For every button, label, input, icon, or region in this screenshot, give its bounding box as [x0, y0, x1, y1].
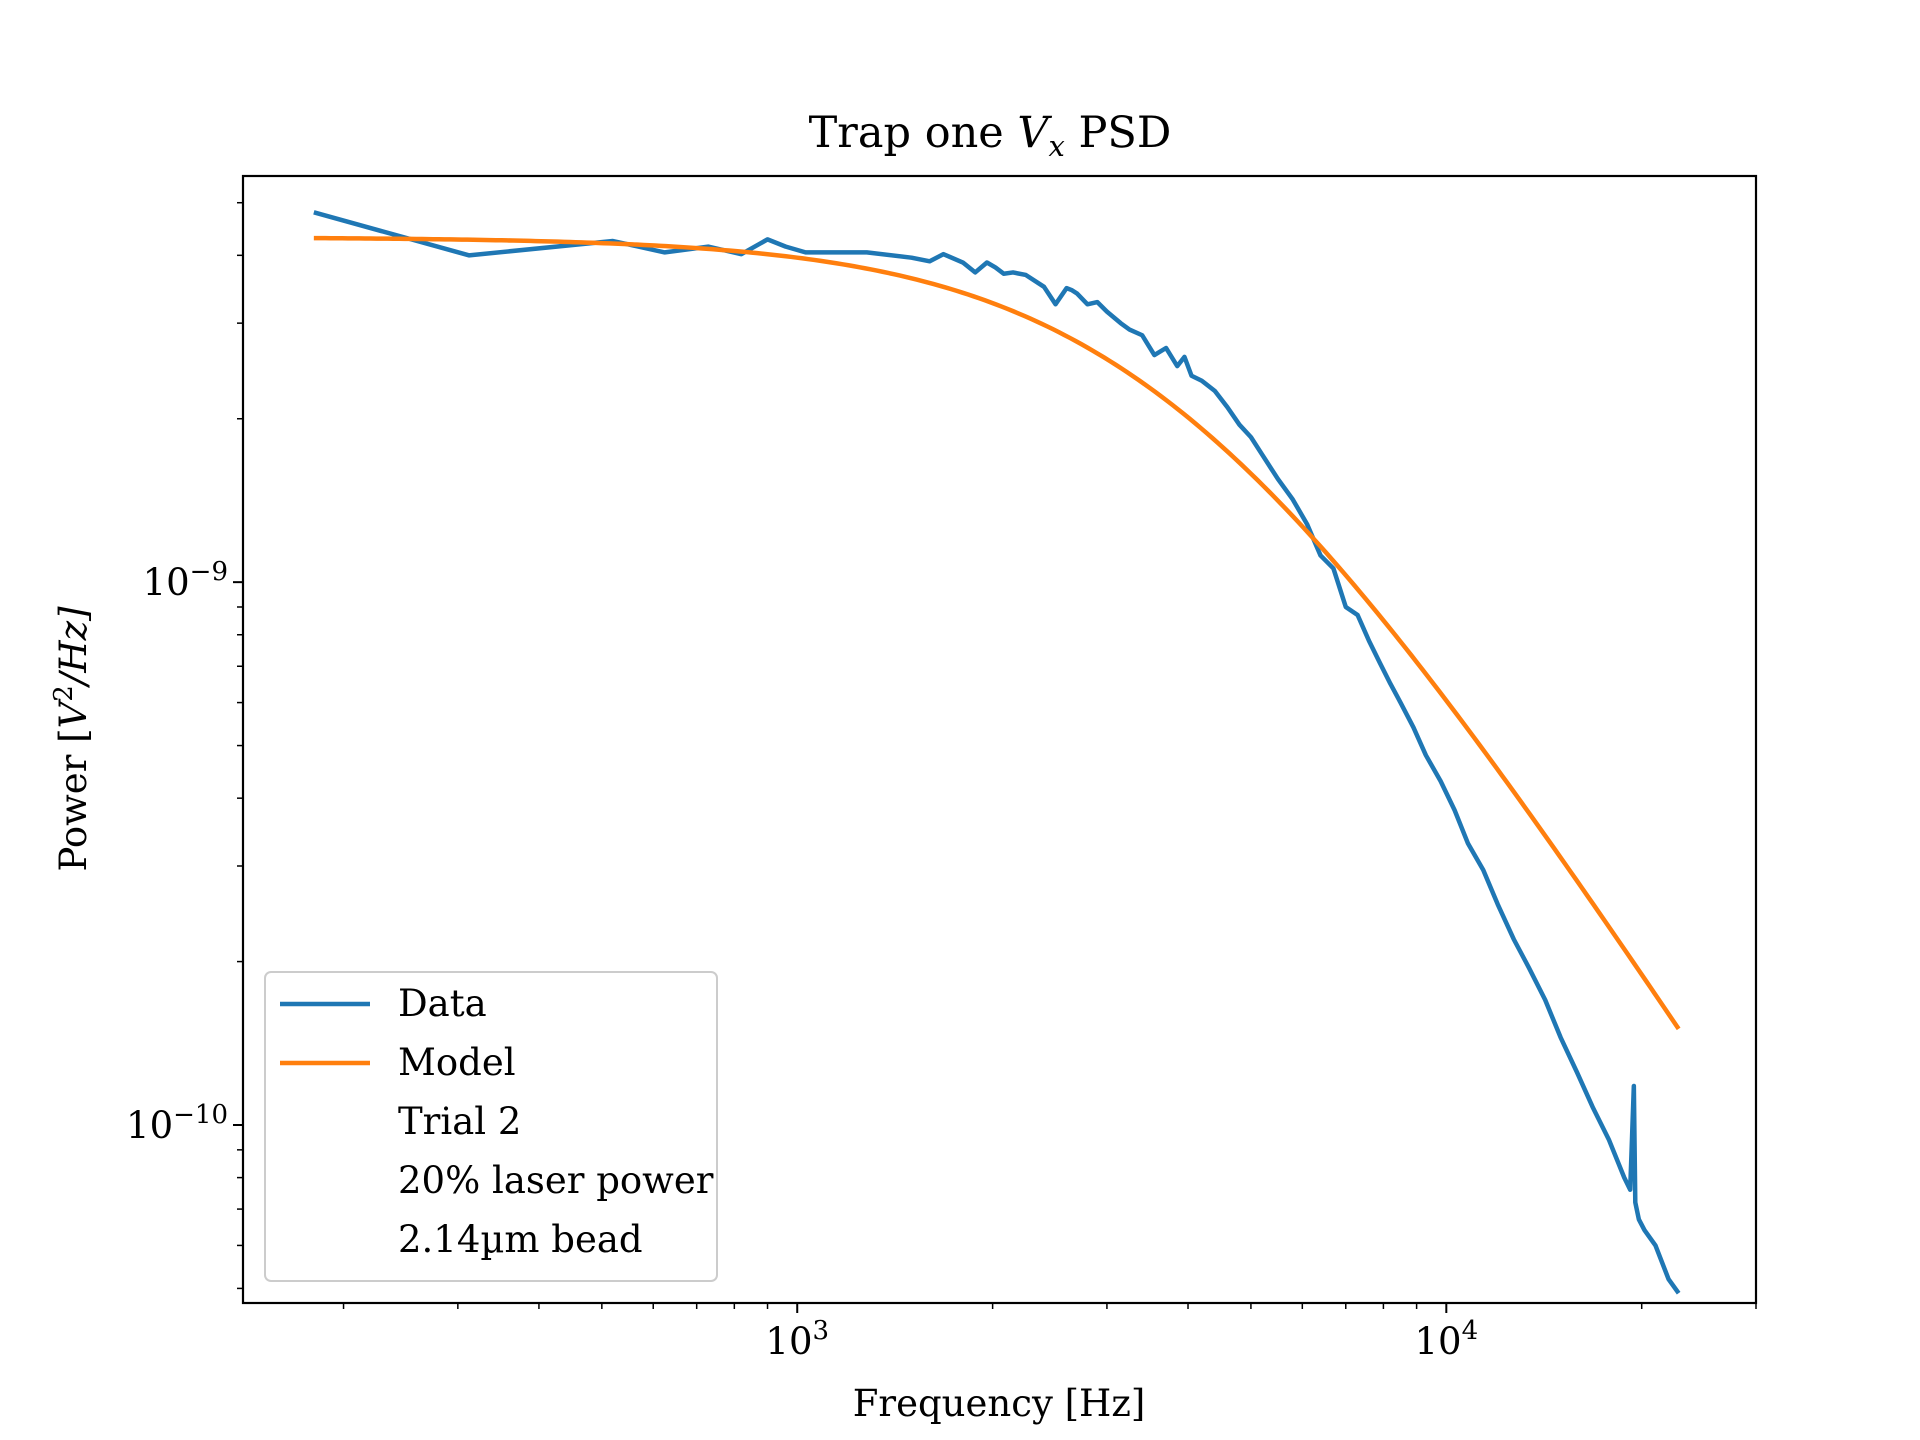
series-data-line [313, 210, 1681, 1295]
plot-frame [241, 174, 1758, 1305]
legend-bead-label: 2.14µm bead [398, 1218, 643, 1261]
legend-model-label: Model [398, 1041, 516, 1084]
legend-data-label: Data [398, 982, 487, 1025]
y-axis-label: Power [V2/Hz] [49, 606, 95, 872]
y-axis: 10−9 10−10 [126, 201, 243, 1290]
chart-title: Trap one Vx PSD [809, 108, 1172, 163]
x-tick-label: 104 [1414, 1316, 1478, 1363]
x-axis-label: Frequency [Hz] [853, 1382, 1146, 1425]
y-tick-label: 10−9 [143, 557, 228, 604]
x-axis: 103 104 [342, 1303, 1757, 1363]
legend-laser-power-label: 20% laser power [398, 1159, 714, 1202]
y-tick-label: 10−10 [126, 1100, 228, 1147]
series-layer [313, 210, 1681, 1295]
x-tick-label: 103 [765, 1316, 829, 1363]
legend: Data Model Trial 2 20% laser power 2.14µ… [264, 971, 718, 1282]
legend-box [264, 971, 718, 1282]
series-model-line [313, 235, 1681, 1031]
legend-trial-label: Trial 2 [398, 1100, 521, 1143]
